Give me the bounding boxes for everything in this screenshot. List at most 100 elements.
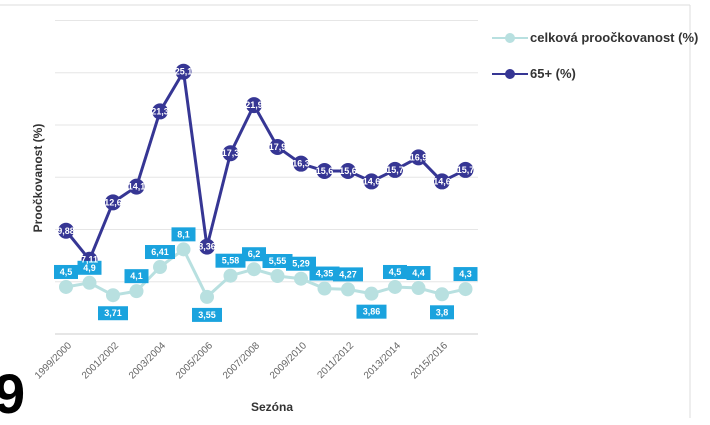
data-label-bg-total (333, 267, 363, 282)
x-axis-title: Sezóna (251, 400, 293, 414)
data-label-65plus: 16,9 (410, 152, 428, 162)
data-point-65plus[interactable] (222, 145, 239, 162)
data-label-65plus: 16,3 (292, 159, 310, 169)
data-label-total: 4,1 (130, 271, 143, 281)
data-point-total[interactable] (153, 260, 167, 275)
legend-label-total: celková proočkovanost (%) (530, 30, 699, 45)
data-label-65plus: 21,9 (245, 100, 263, 110)
x-tick-label: 2001/2002 (80, 340, 122, 382)
x-tick-label: 2005/2006 (174, 340, 216, 382)
data-point-total[interactable] (247, 262, 261, 277)
data-label-bg-total (356, 304, 387, 319)
x-tick-label: 2015/2016 (409, 340, 451, 382)
data-label-bg-total (98, 306, 128, 321)
data-point-total[interactable] (435, 287, 449, 302)
data-label-65plus: 25,1 (175, 67, 193, 77)
data-point-total[interactable] (82, 275, 97, 290)
data-point-65plus[interactable] (340, 162, 356, 179)
data-point-total[interactable] (411, 281, 426, 296)
data-label-total: 4,5 (60, 267, 73, 277)
data-label-bg-total (145, 245, 175, 260)
data-point-65plus[interactable] (152, 103, 168, 120)
data-label-total: 4,5 (389, 267, 402, 277)
data-point-total[interactable] (59, 279, 73, 294)
data-label-bg-total (430, 305, 454, 320)
data-point-65plus[interactable] (457, 161, 474, 178)
data-label-total: 3,55 (198, 310, 216, 320)
data-point-65plus[interactable] (387, 161, 403, 178)
data-label-total: 3,71 (104, 308, 122, 318)
data-label-bg-total (124, 269, 149, 284)
data-point-65plus[interactable] (363, 173, 380, 190)
data-point-65plus[interactable] (175, 63, 192, 80)
data-point-65plus[interactable] (316, 162, 333, 179)
data-label-65plus: 15,7 (386, 165, 404, 175)
data-point-65plus[interactable] (199, 238, 215, 255)
data-point-65plus[interactable] (293, 155, 309, 172)
data-point-total[interactable] (200, 289, 214, 304)
data-point-65plus[interactable] (269, 138, 286, 155)
data-point-total[interactable] (270, 269, 285, 284)
x-tick-label: 2007/2008 (221, 340, 263, 382)
series-group: 4,5 4,9 3,71 4,1 6,41 8,1 3,55 5,58 6,2 5,55 5,29 4… (54, 63, 478, 322)
data-point-total[interactable] (364, 286, 379, 301)
x-tick-label: 2013/2014 (362, 340, 404, 382)
data-label-65plus: 14,6 (433, 176, 451, 186)
data-point-65plus[interactable] (410, 149, 427, 166)
data-label-total: 4,35 (316, 269, 334, 279)
data-label-65plus: 17,3 (222, 148, 240, 158)
data-label-total: 3,86 (363, 307, 381, 317)
data-label-bg-total (54, 264, 78, 279)
data-point-total[interactable] (294, 271, 308, 286)
data-label-total: 6,2 (248, 249, 261, 259)
data-label-bg-total (215, 253, 246, 268)
data-label-total: 5,58 (222, 256, 240, 266)
data-label-bg-total (383, 264, 407, 279)
data-point-total[interactable] (317, 281, 332, 296)
data-point-total[interactable] (223, 268, 238, 283)
data-label-total: 5,55 (269, 256, 287, 266)
data-label-bg-total (171, 227, 196, 242)
y-axis-title: Proočkovanost (%) (31, 124, 45, 233)
data-point-65plus[interactable] (128, 178, 145, 195)
corner-glyph: 9 (0, 362, 26, 425)
data-point-65plus[interactable] (58, 222, 74, 239)
x-tick-label: 2011/2012 (315, 340, 356, 381)
legend-item-65plus[interactable]: 65+ (%) (492, 66, 704, 82)
series-line-65plus (64, 67, 467, 263)
legend: celková proočkovanost (%) 65+ (%) (492, 30, 704, 102)
data-label-bg-total (262, 254, 293, 269)
data-label-65plus: 7,11 (81, 255, 98, 265)
legend-label-65plus: 65+ (%) (530, 66, 576, 81)
data-point-65plus[interactable] (246, 97, 262, 114)
x-tick-label: 2003/2004 (127, 340, 169, 382)
data-label-65plus: 15,6 (316, 166, 334, 176)
data-label-bg-total (242, 247, 266, 262)
x-tick-label: 2009/2010 (268, 340, 310, 382)
data-point-total[interactable] (458, 282, 473, 297)
data-label-65plus: 21,3 (151, 106, 169, 116)
data-label-65plus: 12,6 (104, 197, 122, 207)
data-label-total: 4,3 (459, 269, 472, 279)
data-point-total[interactable] (341, 282, 355, 297)
data-point-total[interactable] (129, 284, 144, 299)
data-label-bg-total (406, 266, 431, 281)
data-label-bg-total (286, 256, 316, 271)
data-point-total[interactable] (176, 242, 191, 257)
data-point-65plus[interactable] (434, 173, 450, 190)
data-label-total: 3,8 (436, 307, 449, 317)
x-tick-labels: 1999/2000 2001/2002 2003/2004 2005/2006 2007… (33, 340, 451, 382)
data-label-bg-total (77, 260, 102, 275)
data-point-total[interactable] (388, 279, 402, 294)
data-label-65plus: 14,6 (363, 176, 381, 186)
data-label-65plus: 14,1 (128, 182, 146, 192)
x-tick-label: 1999/2000 (33, 340, 75, 382)
data-label-total: 4,27 (339, 269, 357, 279)
data-label-bg-total (192, 307, 222, 322)
data-label-total: 5,29 (292, 259, 310, 269)
data-label-total: 6,41 (151, 247, 169, 257)
data-point-65plus[interactable] (105, 194, 121, 211)
data-point-total[interactable] (106, 288, 120, 303)
legend-item-total[interactable]: celková proočkovanost (%) (492, 30, 704, 46)
